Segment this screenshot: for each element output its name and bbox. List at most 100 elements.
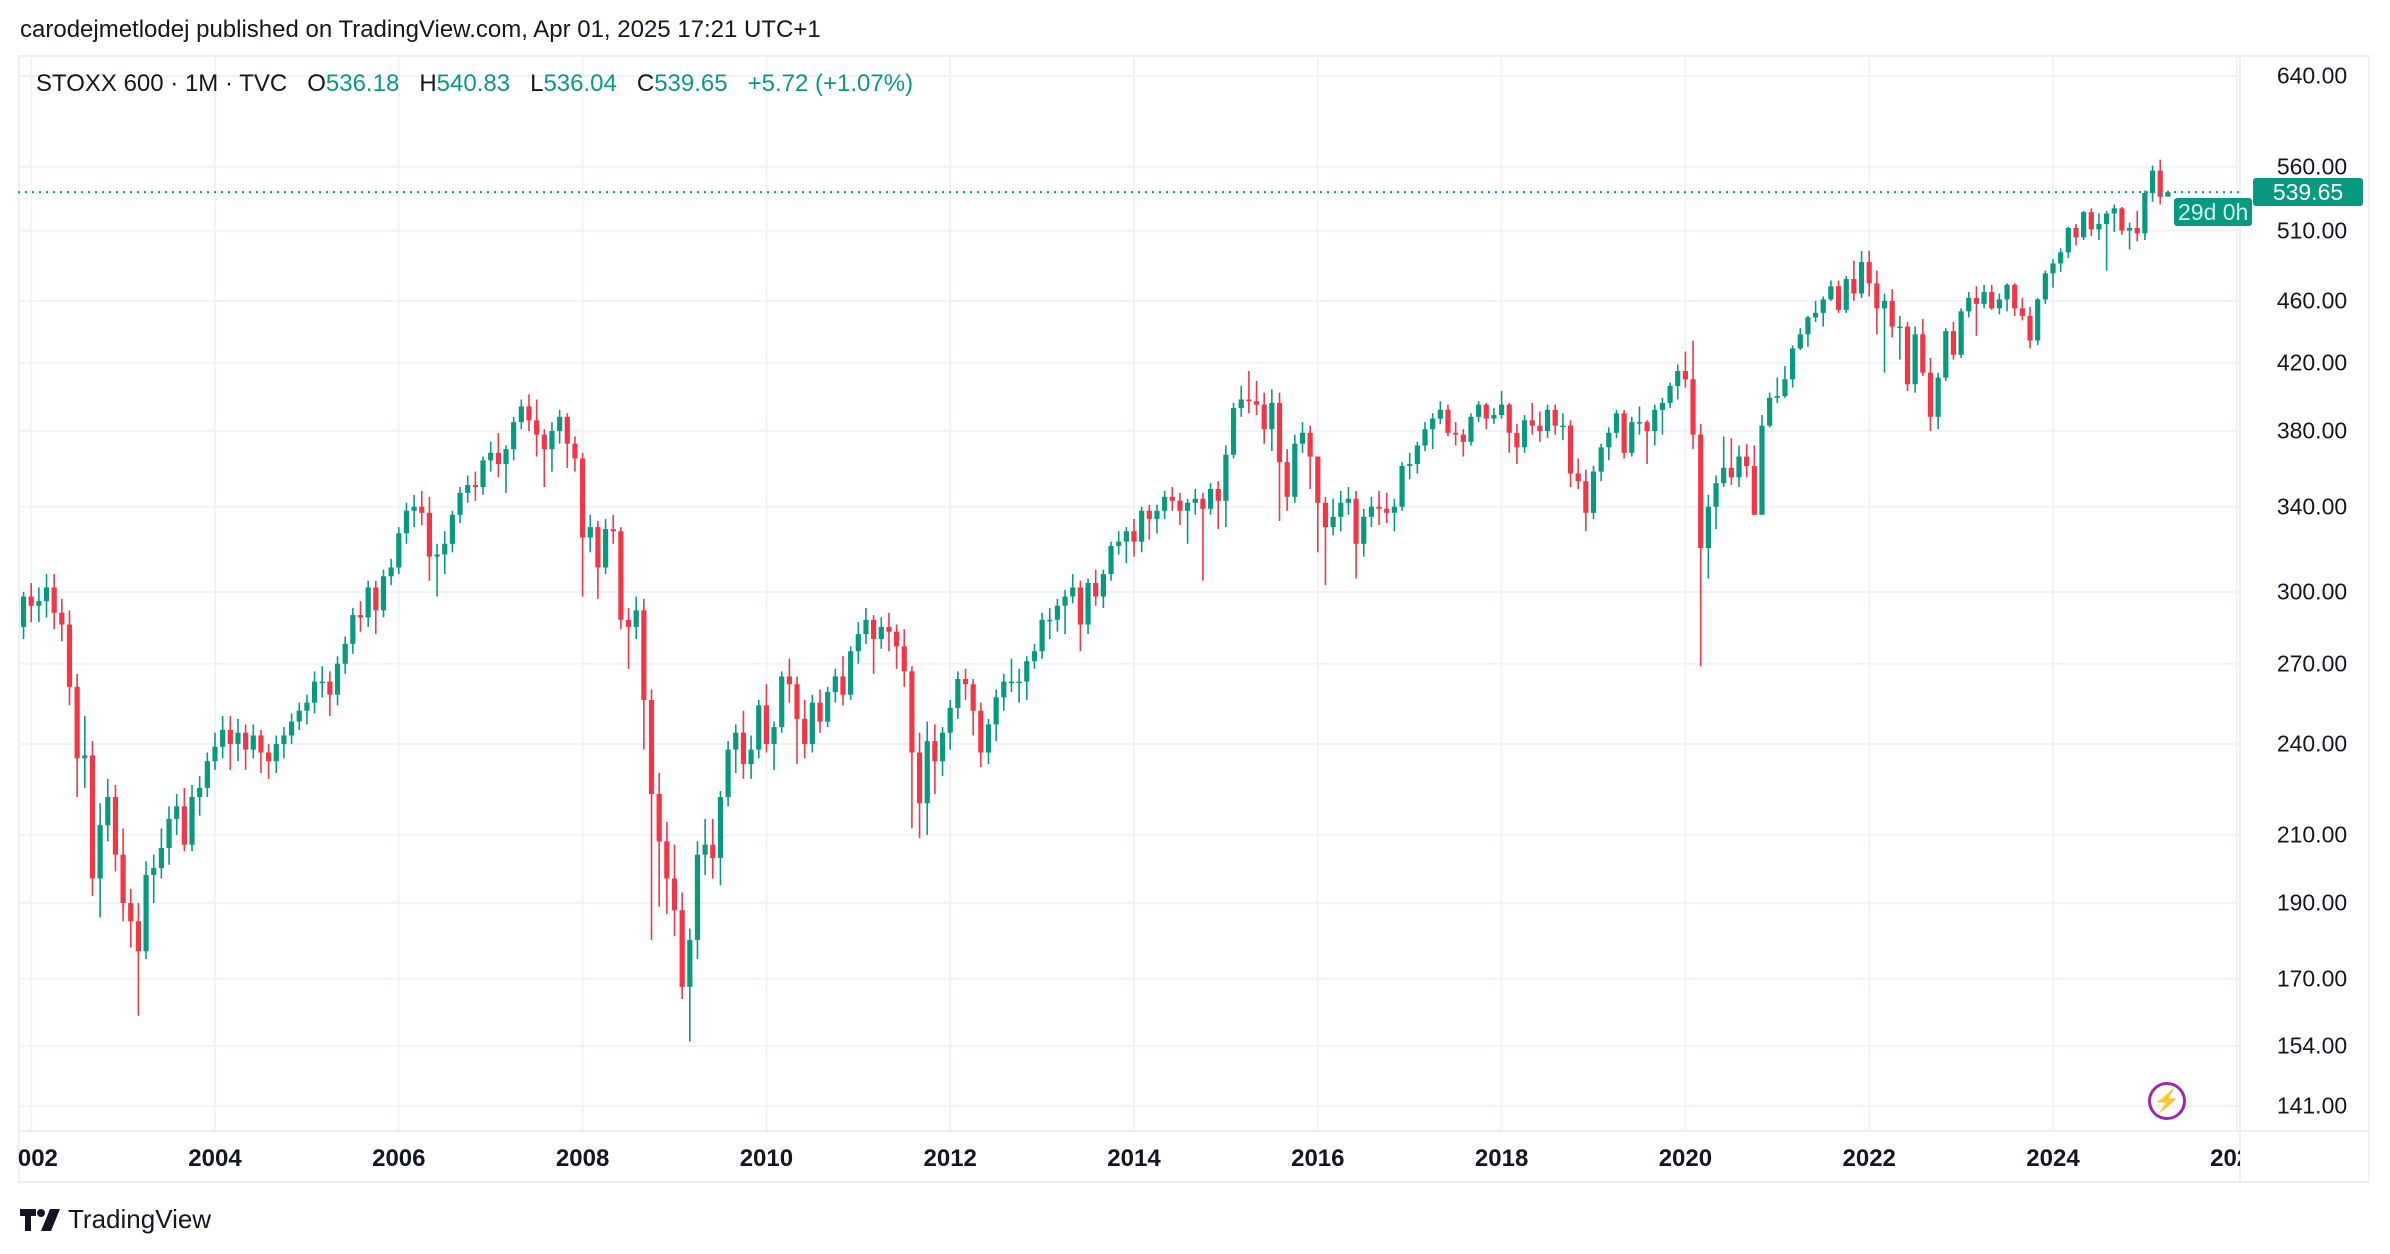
tradingview-logo[interactable]: TradingView [20, 1204, 211, 1235]
candle [978, 702, 984, 768]
candle-body [1920, 334, 1926, 373]
time-tick-label: 2008 [555, 1145, 610, 1172]
candle-body [1881, 300, 1888, 309]
candle [1261, 392, 1267, 444]
candle-body [1774, 396, 1780, 398]
candle-body [740, 732, 747, 765]
candle-body [403, 510, 410, 534]
candle-body [779, 676, 785, 728]
candle [1575, 458, 1581, 489]
candle-body [2096, 223, 2102, 230]
candle [1146, 504, 1152, 540]
candle-body [786, 676, 792, 685]
lightning-icon[interactable]: ⚡ [2148, 1082, 2186, 1120]
candle-body [2027, 315, 2033, 341]
time-tick-label: 2006 [372, 1145, 426, 1172]
candle [2119, 207, 2125, 235]
grid-lines [18, 55, 2240, 1131]
candle-body [365, 587, 371, 618]
candle-body [1529, 420, 1535, 426]
candle-body [610, 529, 616, 532]
candle-body [1230, 408, 1237, 455]
candle-body [151, 868, 157, 875]
time-axis[interactable]: 2002 2004 2006 2008 2010 2012 2014 2016 2018 2020… [18, 1135, 2240, 1179]
candle [587, 514, 593, 553]
candle [1682, 351, 1688, 388]
candle-body [1024, 661, 1030, 682]
candle [319, 666, 325, 698]
candle-body [1935, 377, 1941, 417]
candle-body [1376, 506, 1382, 509]
candle-body [1682, 371, 1688, 380]
candle-body [1973, 297, 1980, 304]
candle-body [840, 676, 846, 695]
price-tick-label: 240.00 [2276, 730, 2348, 757]
candle-body [886, 626, 892, 632]
publish-info: carodejmetlodej published on TradingView… [20, 16, 821, 43]
candle-body [296, 710, 302, 722]
candle-body [472, 485, 478, 488]
candle [59, 598, 65, 642]
candle [2104, 210, 2110, 271]
candle-body [442, 543, 448, 555]
candle [1039, 612, 1045, 659]
candle [442, 531, 448, 575]
candle [526, 394, 532, 432]
candle-body [396, 533, 402, 568]
candle-body [1858, 262, 1865, 294]
candle-body [1100, 574, 1106, 597]
candle-body [1284, 462, 1290, 497]
candle-body [1407, 464, 1413, 466]
candle [1759, 415, 1765, 515]
candle-body [304, 702, 310, 711]
candle-body [710, 844, 716, 858]
candle [51, 574, 57, 630]
candle-body [1981, 292, 1987, 304]
candle [1521, 415, 1528, 453]
candle [1338, 490, 1344, 532]
change-value: +5.72 (+1.07%) [747, 70, 914, 97]
candle [1843, 276, 1849, 313]
candle-body [449, 514, 456, 544]
candle-body [1108, 545, 1114, 575]
candle [641, 598, 647, 750]
candle [243, 724, 249, 770]
candle-body [1031, 651, 1038, 662]
brand-name: TradingView [68, 1204, 212, 1234]
candle-body [2035, 299, 2041, 341]
candle [694, 841, 701, 960]
candle-body [962, 679, 969, 685]
candle [1330, 498, 1336, 536]
candle-body [1713, 483, 1719, 507]
candle-body [1453, 432, 1459, 435]
candle-body [495, 452, 501, 465]
candle [1552, 404, 1558, 435]
candle-body [863, 619, 869, 635]
candle [763, 684, 769, 753]
candle-body [1192, 498, 1198, 503]
candle [1713, 475, 1719, 530]
candle [625, 608, 632, 669]
candle [373, 580, 379, 635]
candle-body [549, 431, 555, 450]
candle [1468, 413, 1474, 446]
candle-body [1368, 506, 1375, 517]
candle [648, 689, 655, 940]
symbol-name[interactable]: STOXX 600 · 1M · TVC [36, 70, 288, 97]
candle-body [2149, 170, 2156, 193]
symbol-legend: STOXX 600 · 1M · TVC O536.18 H540.83 L53… [36, 70, 913, 98]
candle [779, 671, 785, 733]
candle [266, 743, 272, 779]
candle-body [1751, 465, 1757, 515]
candle-body [1537, 425, 1543, 432]
price-tick-label: 460.00 [2276, 287, 2348, 314]
candle-body [250, 735, 256, 750]
candle [82, 716, 88, 788]
candle [1537, 411, 1543, 442]
time-tick-label: 2010 [739, 1145, 794, 1172]
candle-body [825, 692, 831, 722]
candle [924, 721, 930, 835]
candle [143, 861, 149, 960]
price-tick-label: 640.00 [2276, 62, 2348, 89]
